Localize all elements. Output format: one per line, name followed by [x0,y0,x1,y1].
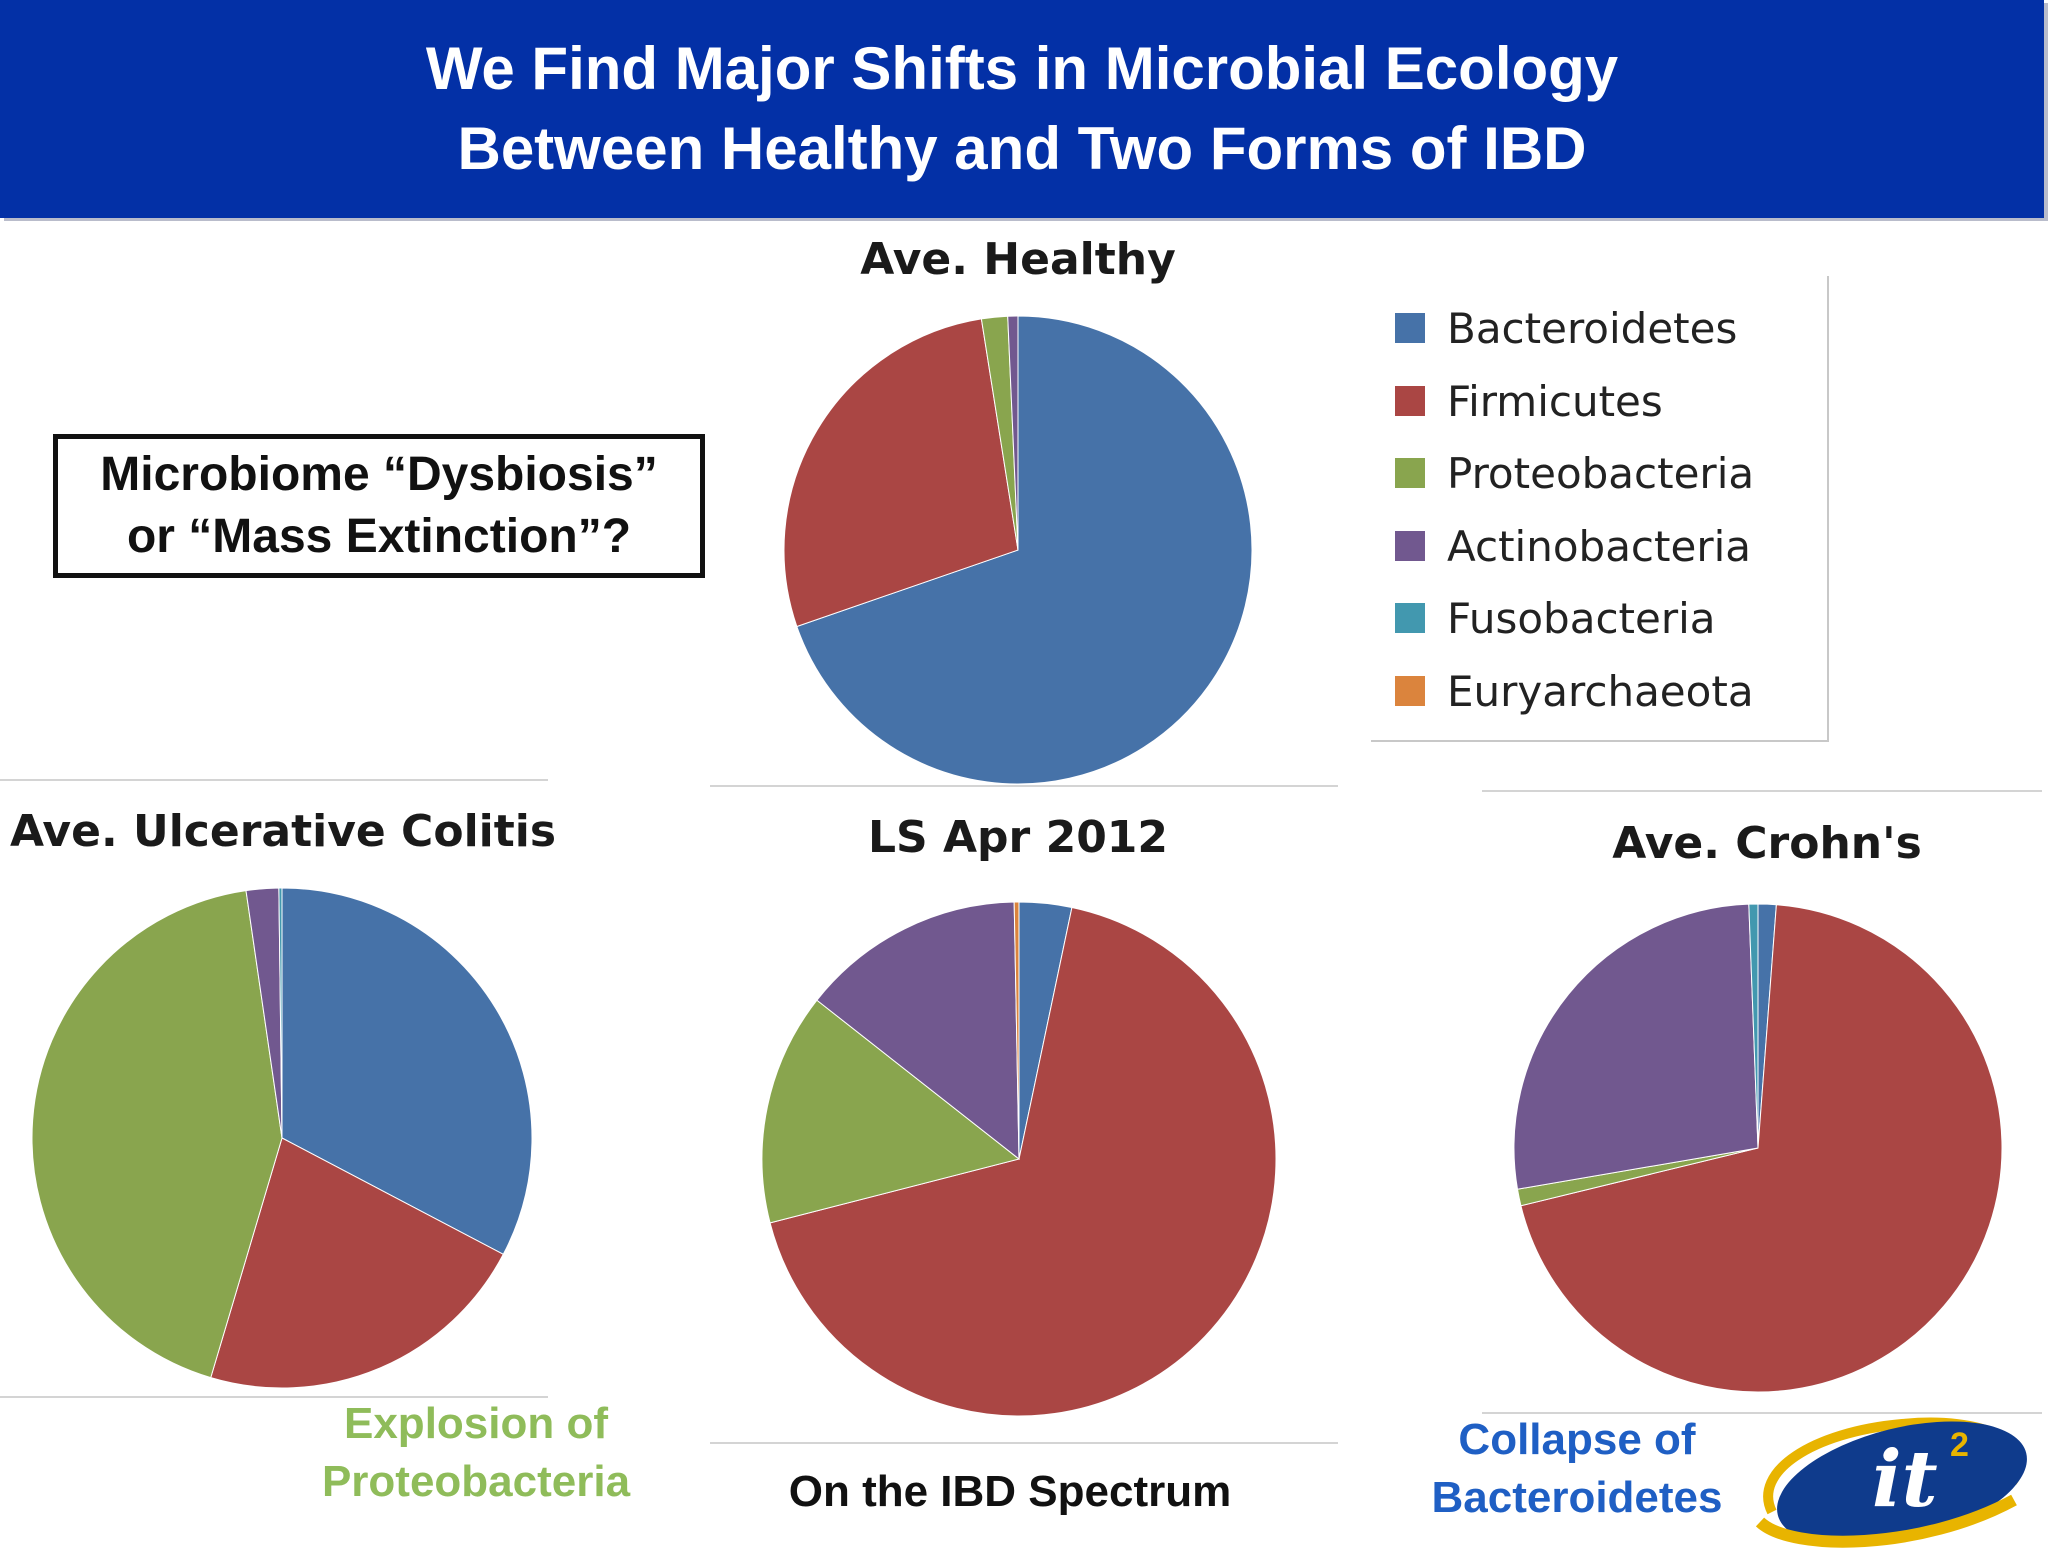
caption-ls: On the IBD Spectrum [788,1467,1232,1516]
chart-title-healthy: Ave. Healthy [860,234,1176,285]
legend-item-proteobacteria: Proteobacteria [1395,447,1754,499]
pie-slice-euryarchaeota [1013,901,1020,1160]
legend-swatch [1395,531,1425,561]
chart-title-ulcerative-colitis: Ave. Ulcerative Colitis [9,806,557,857]
pie-chart-crohns [1513,903,2003,1393]
legend-item-firmicutes: Firmicutes [1395,375,1663,427]
legend-item-actinobacteria: Actinobacteria [1395,520,1751,572]
pie-slice-bacteroidetes [796,315,1253,785]
divider [710,1442,1338,1444]
caption-uc-line-1: Explosion of [343,1399,608,1448]
divider [710,785,1338,787]
legend-swatch [1395,386,1425,416]
legend-item-euryarchaeota: Euryarchaeota [1395,665,1754,717]
chart-title-ls: LS Apr 2012 [867,812,1169,863]
legend-item-bacteroidetes: Bacteroidetes [1395,302,1737,354]
legend-label: Firmicutes [1447,376,1663,426]
legend-label: Fusobacteria [1447,593,1716,643]
legend-swatch [1395,603,1425,633]
dysbiosis-callout-box: Microbiome “Dysbiosis” or “Mass Extincti… [53,434,705,578]
chart-title-crohns: Ave. Crohn's [1612,818,1922,869]
pie-slice-bacteroidetes [281,887,533,1255]
pie-slice-firmicutes [1520,904,2003,1393]
pie-slice-fusobacteria [278,887,283,1139]
pie-slice-fusobacteria [1748,903,1759,1149]
divider [1482,790,2042,792]
legend-swatch [1395,313,1425,343]
pie-chart-ulcerative-colitis [31,887,533,1389]
caption-uc: Explosion of Proteobacteria [322,1395,630,1511]
pie-chart-healthy [783,315,1253,785]
legend-swatch [1395,458,1425,488]
pie-slice-actinobacteria [1007,315,1019,551]
legend-label: Bacteroidetes [1447,303,1738,353]
pie-slice-firmicutes [783,318,1019,628]
caption-uc-line-2: Proteobacteria [321,1457,631,1506]
logo-text: it [1872,1434,1938,1525]
pie-slice-firmicutes [210,1137,504,1389]
legend: Bacteroidetes Firmicutes Proteobacteria … [1371,276,1829,742]
divider [0,1396,548,1398]
legend-item-fusobacteria: Fusobacteria [1395,592,1716,644]
legend-label: Actinobacteria [1447,521,1752,571]
caption-cd-line-1: Collapse of [1458,1415,1696,1464]
pie-slice-actinobacteria [1513,903,1759,1190]
pie-chart-ls [761,901,1277,1417]
legend-label: Proteobacteria [1447,448,1755,498]
it2-logo: it 2 [1755,1417,2027,1548]
pie-slice-actinobacteria [816,901,1020,1161]
legend-swatch [1395,676,1425,706]
pie-slice-proteobacteria [31,890,283,1379]
logo-superscript: 2 [1950,1426,1969,1464]
divider [1482,1412,2042,1414]
pie-slice-proteobacteria [761,999,1021,1224]
pie-slice-firmicutes [769,906,1277,1417]
caption-cd: Collapse of Bacteroidetes [1431,1411,1722,1527]
legend-label: Euryarchaeota [1447,666,1754,716]
slide-title-line-1: We Find Major Shifts in Microbial Ecolog… [425,35,1619,102]
slide-title-line-2: Between Healthy and Two Forms of IBD [457,115,1587,182]
divider [0,779,548,781]
callout-line-1: Microbiome “Dysbiosis” [100,448,658,501]
caption-cd-line-2: Bacteroidetes [1431,1473,1723,1522]
slide-header: We Find Major Shifts in Microbial Ecolog… [0,0,2044,218]
callout-line-2: or “Mass Extinction”? [126,510,632,563]
